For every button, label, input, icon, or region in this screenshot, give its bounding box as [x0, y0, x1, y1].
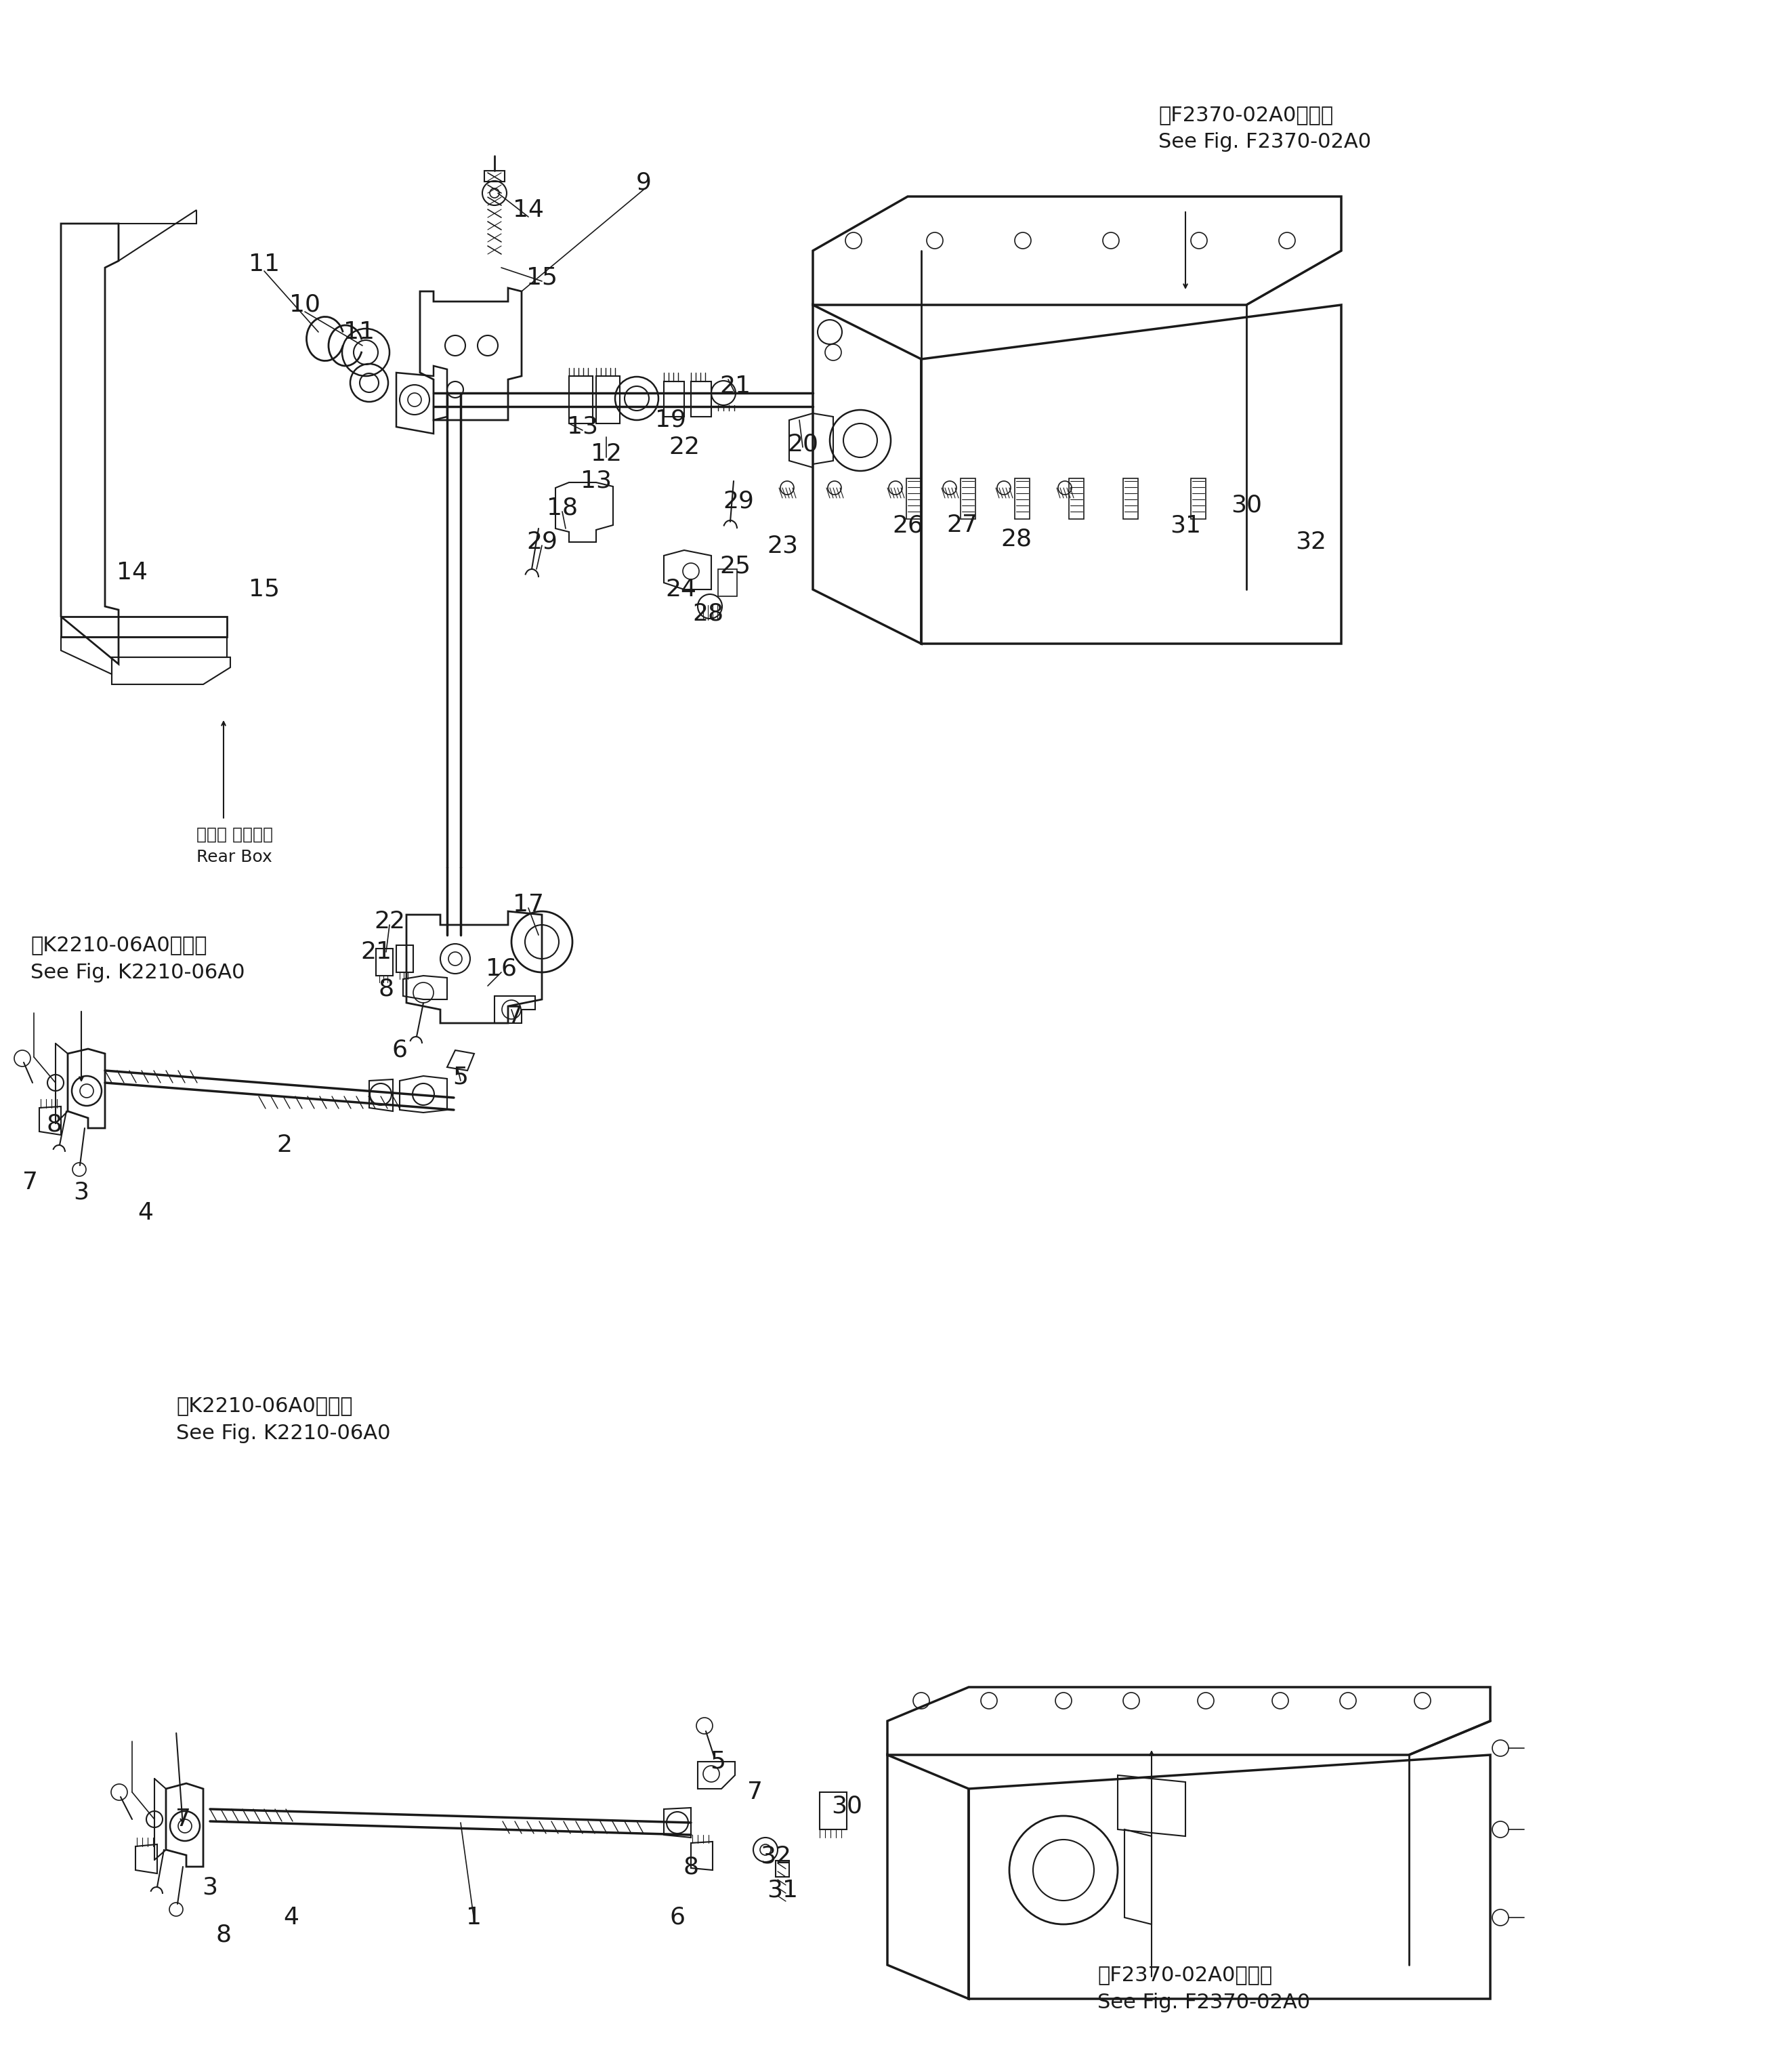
Text: 11: 11 — [343, 321, 374, 344]
Text: 26: 26 — [893, 514, 923, 537]
Text: 7: 7 — [748, 1780, 764, 1805]
Text: 12: 12 — [590, 443, 623, 466]
Text: 16: 16 — [485, 957, 517, 980]
Text: 1: 1 — [467, 1906, 481, 1929]
Text: 10: 10 — [290, 294, 320, 317]
Text: 30: 30 — [832, 1794, 862, 1817]
Text: 13: 13 — [580, 470, 612, 493]
Text: 2: 2 — [277, 1133, 292, 1156]
Text: 13: 13 — [567, 414, 598, 439]
Text: 20: 20 — [787, 433, 818, 456]
Text: 7: 7 — [23, 1171, 38, 1193]
Text: 19: 19 — [655, 408, 687, 431]
Text: 32: 32 — [760, 1844, 791, 1869]
Text: 23: 23 — [767, 535, 798, 557]
Text: 5: 5 — [710, 1751, 726, 1774]
Text: 22: 22 — [374, 910, 404, 932]
Text: 18: 18 — [547, 497, 578, 520]
Text: 8: 8 — [683, 1854, 699, 1877]
Text: 31: 31 — [767, 1879, 798, 1902]
Text: リヤー ボックス
Rear Box: リヤー ボックス Rear Box — [197, 827, 274, 866]
Text: 31: 31 — [1170, 514, 1200, 537]
Text: 28: 28 — [692, 601, 723, 626]
Text: 14: 14 — [116, 562, 148, 584]
Text: 22: 22 — [669, 435, 699, 458]
Text: 4: 4 — [138, 1202, 154, 1225]
Polygon shape — [887, 1687, 1490, 1755]
Text: 8: 8 — [377, 978, 394, 1001]
Text: 25: 25 — [719, 553, 751, 578]
Text: 3: 3 — [202, 1875, 218, 1898]
Text: 第F2370-02A0図参照
See Fig. F2370-02A0: 第F2370-02A0図参照 See Fig. F2370-02A0 — [1097, 1964, 1310, 2012]
Text: 5: 5 — [453, 1065, 469, 1090]
Text: 15: 15 — [249, 578, 279, 601]
Text: 28: 28 — [1000, 526, 1032, 551]
Text: 27: 27 — [946, 514, 977, 537]
Text: 7: 7 — [506, 1005, 522, 1028]
Text: 7: 7 — [175, 1807, 191, 1832]
Text: 30: 30 — [1231, 493, 1261, 516]
Text: 6: 6 — [669, 1906, 685, 1929]
Text: 24: 24 — [666, 578, 696, 601]
Text: 第F2370-02A0図参照
See Fig. F2370-02A0: 第F2370-02A0図参照 See Fig. F2370-02A0 — [1157, 106, 1370, 151]
Text: 29: 29 — [723, 489, 753, 514]
Text: 29: 29 — [526, 530, 558, 553]
Text: 21: 21 — [360, 941, 392, 963]
Polygon shape — [812, 197, 1342, 305]
Text: 9: 9 — [635, 172, 651, 195]
Text: 8: 8 — [216, 1923, 231, 1946]
Text: 14: 14 — [513, 199, 544, 222]
Text: 32: 32 — [1295, 530, 1326, 553]
Text: 8: 8 — [47, 1113, 63, 1135]
Text: 21: 21 — [719, 375, 751, 398]
Text: 15: 15 — [526, 267, 558, 290]
Text: 第K2210-06A0図参照
See Fig. K2210-06A0: 第K2210-06A0図参照 See Fig. K2210-06A0 — [175, 1397, 390, 1442]
Text: 11: 11 — [249, 253, 279, 276]
Text: 第K2210-06A0図参照
See Fig. K2210-06A0: 第K2210-06A0図参照 See Fig. K2210-06A0 — [30, 934, 245, 982]
Text: 6: 6 — [392, 1038, 408, 1061]
Text: 4: 4 — [283, 1906, 299, 1929]
Text: 3: 3 — [73, 1181, 89, 1204]
Text: 17: 17 — [513, 893, 544, 916]
